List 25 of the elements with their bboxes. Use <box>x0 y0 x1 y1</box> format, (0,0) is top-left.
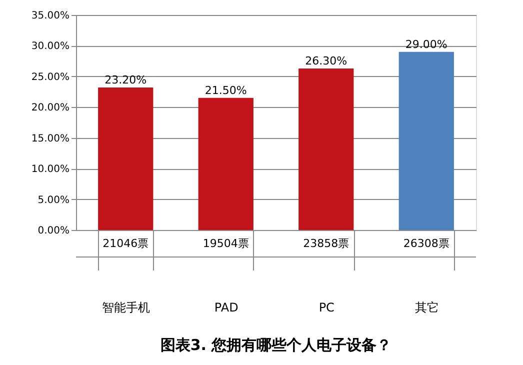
bar <box>98 87 154 230</box>
data-label: 23.20% <box>104 73 147 86</box>
x-tick-label: PC <box>318 300 334 314</box>
x-tick-label: 智能手机 <box>102 300 150 314</box>
text: 图表3. 您拥有哪些个人电子设备？ <box>160 336 392 354</box>
bar <box>298 68 354 230</box>
y-tick-label: 10.00% <box>31 164 70 176</box>
y-tick-label: 20.00% <box>31 102 70 114</box>
text: 23858票 <box>303 237 350 250</box>
text: 19504票 <box>202 237 249 250</box>
y-tick-label: 5.00% <box>38 194 70 206</box>
bar <box>198 98 254 230</box>
text: 26308票 <box>403 237 450 250</box>
y-tick-label: 35.00% <box>31 10 70 22</box>
y-tick-label: 15.00% <box>31 133 70 144</box>
x-tick-label: 其它 <box>414 300 439 314</box>
x-tick-label: PAD <box>214 300 238 314</box>
y-tick-label: 30.00% <box>31 41 70 52</box>
data-label: 21.50% <box>204 84 247 97</box>
y-tick-label: 0.00% <box>38 226 70 236</box>
data-label: 29.00% <box>405 38 448 51</box>
text: 21046票 <box>102 237 149 250</box>
bar <box>398 52 454 230</box>
y-tick-label: 25.00% <box>31 72 70 83</box>
data-label: 26.30% <box>305 54 348 68</box>
